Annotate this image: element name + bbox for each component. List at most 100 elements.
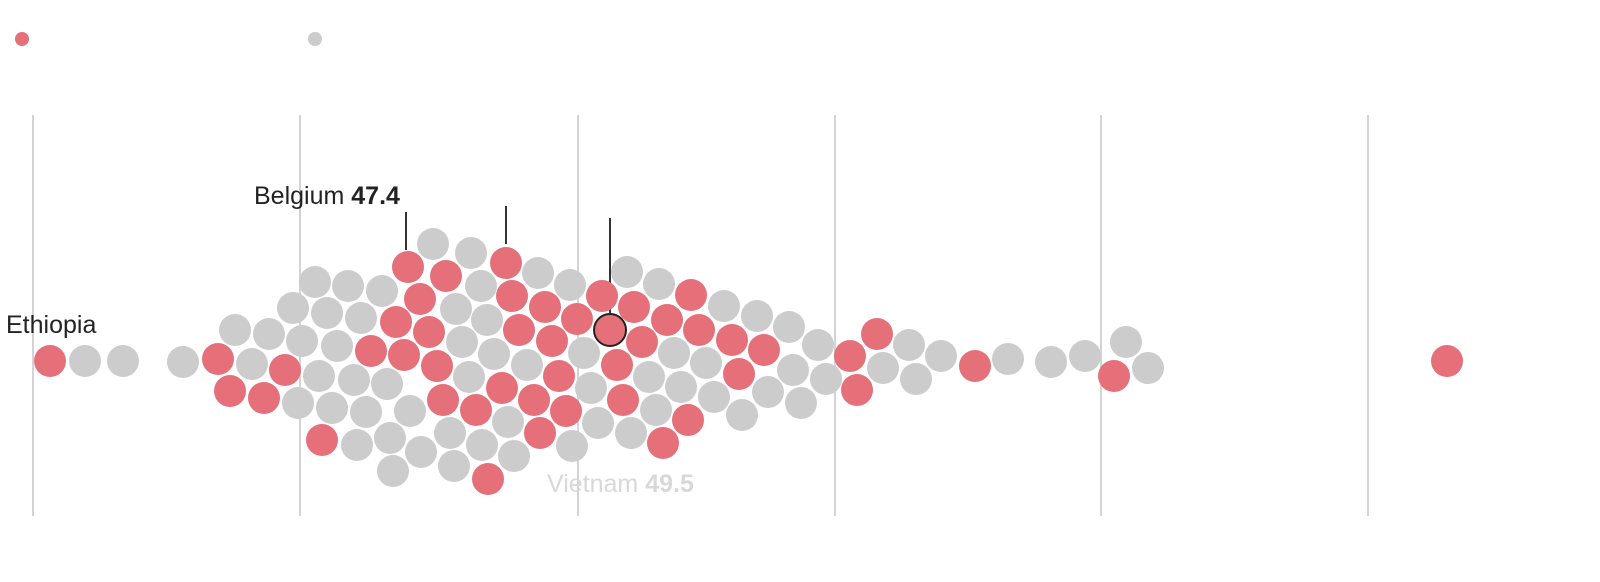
data-point-8[interactable] [236,348,268,380]
data-point-30[interactable] [377,455,409,487]
data-point-116[interactable] [1069,340,1101,372]
data-point-109[interactable] [867,352,899,384]
data-point-55[interactable] [490,247,522,279]
data-point-40[interactable] [427,384,459,416]
data-point-110[interactable] [893,329,925,361]
data-point-99[interactable] [748,334,780,366]
data-point-69[interactable] [556,430,588,462]
data-point-31[interactable] [380,306,412,338]
data-point-2[interactable] [69,345,101,377]
data-point-39[interactable] [421,350,453,382]
data-point-42[interactable] [434,417,466,449]
data-point-94[interactable] [708,290,740,322]
data-point-29[interactable] [374,422,406,454]
data-point-117[interactable] [1098,360,1130,392]
data-point-113[interactable] [959,350,991,382]
data-point-97[interactable] [726,399,758,431]
data-point-100[interactable] [752,376,784,408]
data-point-38[interactable] [417,228,449,260]
data-point-24[interactable] [345,302,377,334]
data-point-104[interactable] [802,329,834,361]
data-point-95[interactable] [716,324,748,356]
data-point-83[interactable] [640,394,672,426]
data-point-91[interactable] [683,314,715,346]
data-point-25[interactable] [350,396,382,428]
data-point-10[interactable] [253,318,285,350]
data-point-14[interactable] [286,325,318,357]
data-point-11[interactable] [269,354,301,386]
data-point-21[interactable] [332,270,364,302]
data-point-1[interactable] [34,345,66,377]
data-point-34[interactable] [394,395,426,427]
data-point-80[interactable] [618,291,650,323]
data-point-27[interactable] [366,275,398,307]
data-point-98[interactable] [741,300,773,332]
data-point-54[interactable] [486,372,518,404]
data-point-74[interactable] [586,280,618,312]
data-point-92[interactable] [690,347,722,379]
data-point-101[interactable] [773,311,805,343]
data-point-51[interactable] [471,304,503,336]
data-point-111[interactable] [900,363,932,395]
data-point-52[interactable] [472,463,504,495]
data-point-103[interactable] [785,387,817,419]
data-point-76[interactable] [601,349,633,381]
data-point-70[interactable] [561,303,593,335]
data-point-4[interactable] [167,346,199,378]
data-point-107[interactable] [841,374,873,406]
data-point-89[interactable] [672,404,704,436]
data-point-59[interactable] [503,314,535,346]
data-point-7[interactable] [214,375,246,407]
data-point-106[interactable] [834,340,866,372]
data-point-61[interactable] [518,384,550,416]
data-point-56[interactable] [492,406,524,438]
data-point-119[interactable] [1132,352,1164,384]
data-point-17[interactable] [306,424,338,456]
data-point-19[interactable] [316,392,348,424]
data-point-73[interactable] [582,407,614,439]
data-point-102[interactable] [777,354,809,386]
data-point-13[interactable] [282,387,314,419]
data-point-112[interactable] [925,340,957,372]
data-point-28[interactable] [371,368,403,400]
data-point-93[interactable] [698,381,730,413]
data-point-highlighted-75[interactable] [593,313,627,347]
data-point-57[interactable] [496,280,528,312]
data-point-36[interactable] [405,436,437,468]
data-point-41[interactable] [430,260,462,292]
data-point-22[interactable] [338,364,370,396]
data-point-60[interactable] [511,349,543,381]
data-point-108[interactable] [861,318,893,350]
data-point-43[interactable] [438,450,470,482]
data-point-58[interactable] [498,440,530,472]
data-point-105[interactable] [810,363,842,395]
data-point-18[interactable] [311,297,343,329]
data-point-44[interactable] [440,293,472,325]
data-point-85[interactable] [647,427,679,459]
data-point-66[interactable] [543,360,575,392]
data-point-65[interactable] [536,325,568,357]
data-point-5[interactable] [202,343,234,375]
data-point-120[interactable] [1431,345,1463,377]
data-point-63[interactable] [524,417,556,449]
data-point-68[interactable] [554,269,586,301]
data-point-64[interactable] [529,291,561,323]
data-point-47[interactable] [455,237,487,269]
data-point-86[interactable] [651,304,683,336]
data-point-9[interactable] [248,382,280,414]
data-point-81[interactable] [626,326,658,358]
data-point-37[interactable] [413,316,445,348]
data-point-84[interactable] [643,268,675,300]
data-point-53[interactable] [478,338,510,370]
data-point-35[interactable] [404,283,436,315]
data-point-71[interactable] [568,337,600,369]
data-point-6[interactable] [219,314,251,346]
data-point-115[interactable] [1035,346,1067,378]
data-point-118[interactable] [1110,326,1142,358]
data-point-79[interactable] [615,417,647,449]
data-point-62[interactable] [522,257,554,289]
data-point-49[interactable] [465,270,497,302]
data-point-88[interactable] [665,371,697,403]
data-point-77[interactable] [607,384,639,416]
data-point-12[interactable] [277,292,309,324]
